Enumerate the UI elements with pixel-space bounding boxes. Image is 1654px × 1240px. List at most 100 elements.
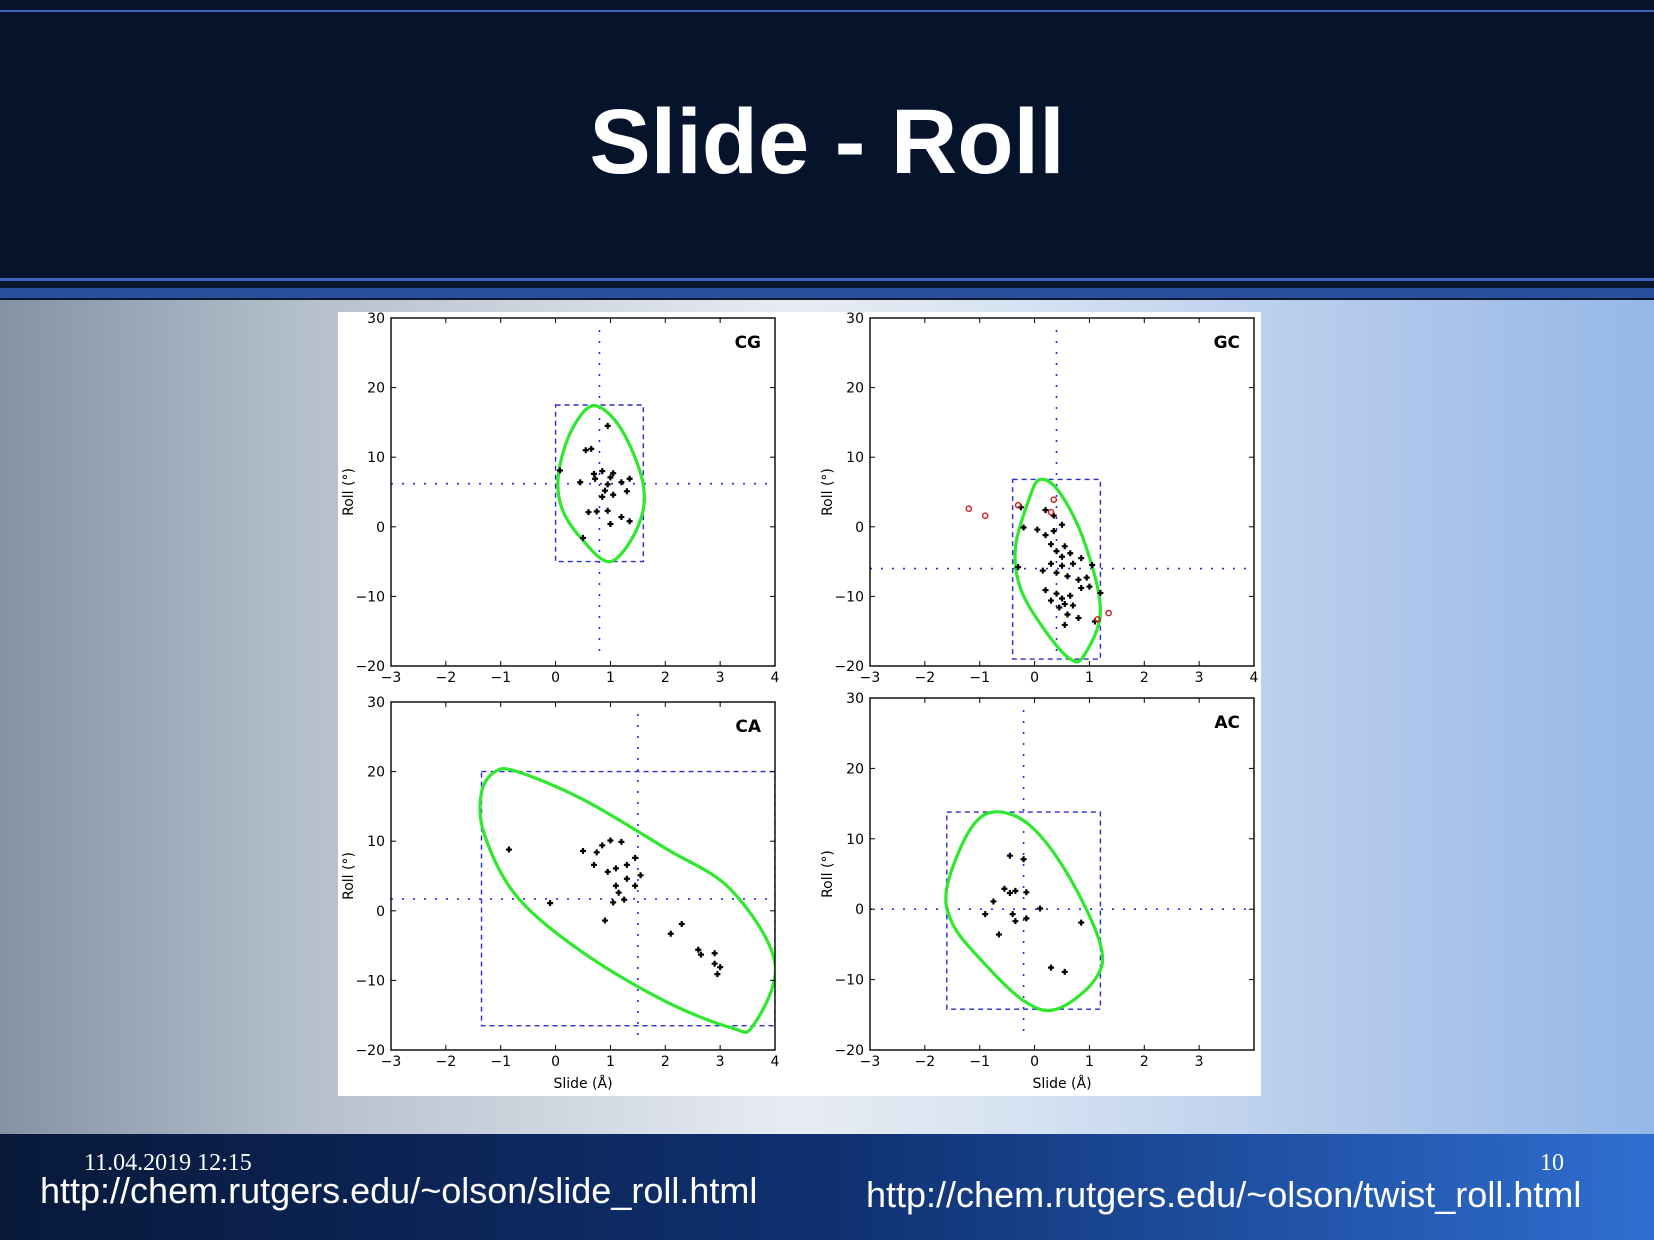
y-tick-label: −20 (355, 659, 385, 675)
data-point (982, 911, 989, 918)
data-point (593, 508, 600, 515)
data-point (1048, 541, 1055, 548)
data-point (1042, 532, 1049, 539)
data-point (1006, 890, 1013, 897)
x-tick-label: 3 (1195, 1054, 1204, 1070)
x-tick-label: −2 (915, 670, 936, 686)
data-point (599, 842, 606, 849)
data-point (612, 882, 619, 889)
plot-area (391, 714, 775, 1038)
x-tick-label: −1 (490, 670, 511, 686)
data-point (618, 479, 625, 486)
data-point (610, 470, 617, 477)
data-point (1009, 911, 1016, 918)
y-tick-label: 30 (846, 312, 864, 327)
data-point (1078, 555, 1085, 562)
y-tick-label: 0 (376, 520, 385, 536)
x-tick-label: 2 (661, 670, 670, 686)
data-point (547, 900, 554, 907)
y-tick-label: 30 (846, 691, 864, 707)
data-point (623, 875, 630, 882)
page-number: 10 (1540, 1150, 1564, 1176)
confidence-ellipse (1013, 477, 1103, 664)
y-tick-label: 0 (376, 904, 385, 920)
data-point (582, 447, 589, 454)
data-point (711, 950, 718, 957)
data-point (1086, 583, 1093, 590)
y-axis-label: Roll (°) (341, 852, 357, 900)
data-point (714, 971, 721, 978)
y-axis-label: Roll (°) (820, 468, 836, 516)
data-point (1067, 592, 1074, 599)
data-point (1064, 611, 1071, 618)
x-tick-label: 2 (661, 1054, 670, 1070)
x-tick-label: 0 (1030, 1054, 1039, 1070)
slide-header (0, 0, 1654, 282)
data-point (717, 964, 724, 971)
y-tick-label: 0 (855, 902, 864, 918)
x-axis-label: Slide (Å) (1032, 1075, 1091, 1092)
y-tick-label: −10 (834, 589, 864, 605)
x-tick-label: 4 (771, 1054, 780, 1070)
x-tick-label: −1 (490, 1054, 511, 1070)
link-twist-roll[interactable]: http://chem.rutgers.edu/~olson/twist_rol… (866, 1174, 1582, 1215)
y-tick-label: −10 (834, 973, 864, 989)
sd-box (480, 770, 775, 1027)
data-point (1001, 885, 1008, 892)
data-point (1078, 585, 1085, 592)
data-point (626, 475, 633, 482)
x-tick-label: 2 (1140, 670, 1149, 686)
data-point (580, 534, 586, 541)
data-point (593, 849, 600, 856)
y-tick-label: 10 (367, 450, 385, 466)
data-point (1023, 889, 1030, 896)
x-tick-label: 3 (716, 670, 725, 686)
data-point (1064, 573, 1071, 580)
data-point (607, 837, 614, 844)
y-tick-label: 20 (846, 381, 864, 397)
data-point (604, 868, 611, 875)
footer-date: 11.04.2019 12:15 (84, 1150, 252, 1176)
slide-title: Slide - Roll (589, 91, 1065, 193)
y-axis-label: Roll (°) (820, 850, 836, 898)
data-point (1034, 526, 1041, 533)
data-point (1075, 614, 1082, 621)
data-point (678, 921, 685, 928)
x-tick-label: 0 (551, 1054, 560, 1070)
x-tick-label: 1 (606, 1054, 615, 1070)
sd-box (1011, 478, 1102, 660)
data-point (610, 899, 617, 906)
data-point (1015, 564, 1022, 571)
data-point (601, 917, 608, 924)
data-point (505, 846, 512, 853)
data-point (626, 518, 633, 525)
data-point (1048, 597, 1055, 604)
link-slide-roll[interactable]: http://chem.rutgers.edu/~olson/slide_rol… (40, 1170, 758, 1211)
data-point (1048, 560, 1055, 567)
data-point (1006, 852, 1013, 859)
outlier-point (965, 505, 973, 513)
header-bottom-rule (0, 278, 1654, 281)
x-tick-label: 1 (1085, 670, 1094, 686)
plot-frame (390, 701, 776, 1051)
panel-label: CG (735, 333, 761, 353)
x-tick-label: −1 (969, 1054, 990, 1070)
x-tick-label: 0 (1030, 670, 1039, 686)
data-point (1039, 567, 1046, 574)
x-tick-label: −1 (969, 670, 990, 686)
plot-area (391, 330, 775, 654)
plot-area (870, 710, 1254, 1038)
data-point (667, 930, 674, 937)
scatter-figure: −3 −2 −1 0 1 2 3 4 −20 −10 0 10 20 30 CG Roll (°) −3 −2 −1… (338, 312, 1261, 1096)
x-tick-label: −2 (436, 670, 457, 686)
data-point (577, 479, 584, 486)
data-point (1059, 521, 1065, 528)
panel-label: GC (1214, 333, 1240, 353)
header-bottom-rule-2 (0, 288, 1654, 298)
data-point (1075, 576, 1082, 583)
data-point (601, 487, 608, 494)
data-point (1020, 856, 1027, 863)
header-top-rule (0, 10, 1654, 12)
